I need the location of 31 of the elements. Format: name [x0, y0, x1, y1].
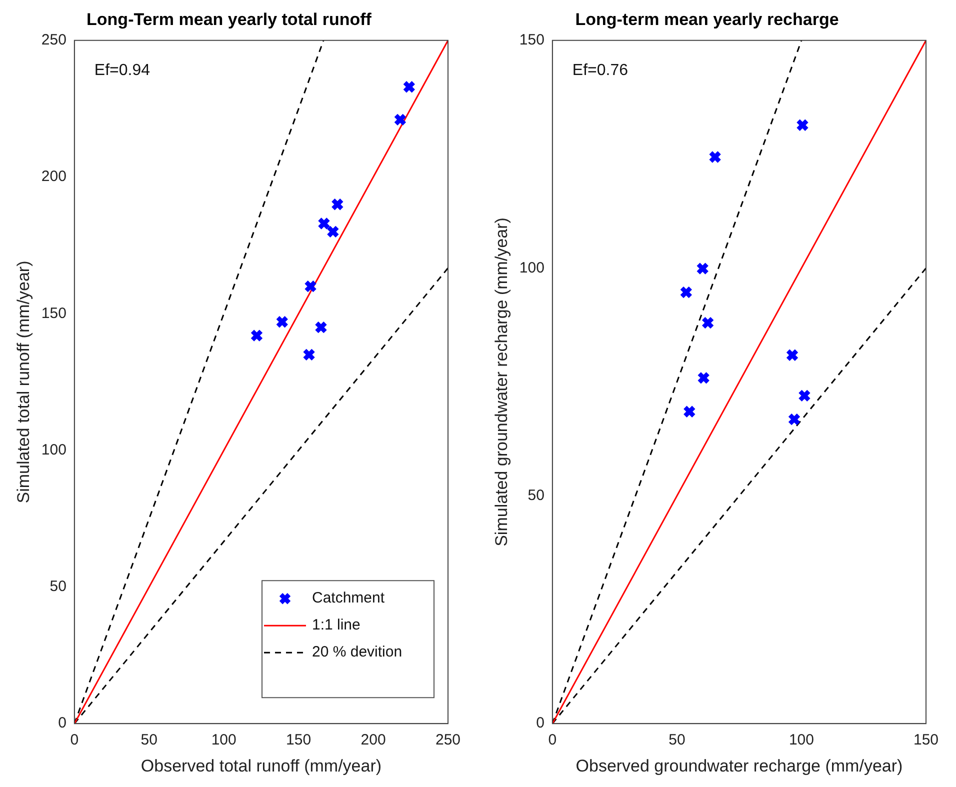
- x-tick-label: 150: [286, 732, 312, 749]
- y-tick-label: 150: [41, 304, 66, 322]
- legend-label: Catchment: [312, 590, 386, 607]
- x-tick-label: 250: [435, 732, 461, 749]
- legend-label: 20 % devition: [312, 644, 402, 661]
- x-axis-title: Observed groundwater recharge (mm/year): [576, 756, 903, 776]
- x-tick-label: 50: [668, 732, 686, 749]
- y-tick-label: 100: [41, 441, 66, 458]
- x-tick-label: 50: [140, 732, 158, 749]
- y-tick-label: 50: [50, 578, 66, 596]
- x-tick-label: 150: [913, 732, 939, 749]
- x-tick-label: 0: [70, 732, 79, 749]
- y-tick-label: 250: [41, 32, 66, 49]
- chart-title: Long-Term mean yearly total runoff: [86, 10, 372, 29]
- annotation: Ef=0.76: [572, 62, 628, 79]
- y-tick-label: 100: [519, 259, 544, 276]
- annotation: Ef=0.94: [94, 62, 150, 79]
- x-tick-label: 100: [211, 732, 236, 749]
- x-tick-label: 100: [788, 732, 814, 749]
- y-tick-label: 150: [519, 32, 544, 49]
- legend-label: 1:1 line: [312, 616, 360, 634]
- y-tick-label: 200: [41, 168, 66, 186]
- y-tick-label: 0: [58, 714, 66, 732]
- y-axis-title: Simulated total runoff (mm/year): [14, 260, 33, 504]
- x-tick-label: 200: [360, 732, 386, 749]
- y-axis-title: Simulated groundwater recharge (mm/year): [492, 218, 511, 546]
- chart-title: Long-term mean yearly recharge: [575, 10, 839, 29]
- y-tick-label: 0: [536, 714, 544, 732]
- x-tick-label: 0: [548, 732, 557, 749]
- x-axis-title: Observed total runoff (mm/year): [140, 756, 382, 776]
- y-tick-label: 50: [528, 487, 544, 504]
